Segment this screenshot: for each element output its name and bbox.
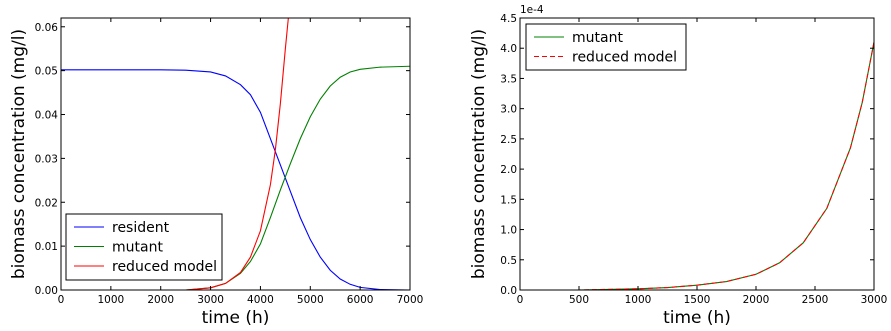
right-xtick-label: 0 <box>517 294 524 306</box>
left-x-axis-label: time (h) <box>202 308 270 328</box>
left-ytick-label: 0.06 <box>35 22 59 34</box>
left-xtick-label: 0 <box>58 294 65 306</box>
right-xtick-label: 1500 <box>684 294 711 306</box>
right-ytick-label: 0.5 <box>500 255 517 267</box>
left-ytick-label: 0.04 <box>35 110 59 122</box>
left-y-axis-label: biomass concentration (mg/l) <box>9 29 29 279</box>
right-ytick-label: 4.5 <box>500 13 517 25</box>
left-xtick-label: 5000 <box>297 294 324 306</box>
right-x-axis-label: time (h) <box>663 308 731 328</box>
left-legend: resident mutant reduced model <box>65 213 223 281</box>
left-ytick-label: 0.00 <box>35 285 58 297</box>
left-legend-label: reduced model <box>112 259 217 275</box>
right-xtick-label: 500 <box>569 294 589 306</box>
right-y-scale-label: 1e-4 <box>520 4 544 16</box>
right-y-axis-label: biomass concentration (mg/l) <box>469 29 489 279</box>
right-chart: 0 500 1000 1500 2000 2500 3000 0.0 0.5 1.0 1.5 2.0 2… <box>469 4 887 328</box>
left-xtick-label: 2000 <box>147 294 174 306</box>
right-legend-box <box>525 23 687 71</box>
left-ytick-label: 0.01 <box>35 241 58 253</box>
left-ytick-label: 0.05 <box>35 66 58 78</box>
left-xtick-label: 4000 <box>247 294 274 306</box>
right-legend-label: reduced model <box>572 50 677 66</box>
left-xtick-label: 7000 <box>397 294 424 306</box>
left-legend-label: resident <box>112 220 170 236</box>
right-ytick-label: 4.0 <box>500 43 517 55</box>
right-xtick-label: 2500 <box>802 294 829 306</box>
left-plot-frame <box>60 17 411 291</box>
right-ytick-label: 2.0 <box>500 164 517 176</box>
right-legend: mutant reduced model <box>525 23 687 71</box>
right-series-reduced-model <box>520 42 874 290</box>
right-ytick-label: 0.0 <box>500 285 517 297</box>
right-xtick-label: 3000 <box>861 294 888 306</box>
right-xtick-label: 2000 <box>743 294 770 306</box>
left-xtick-label: 6000 <box>347 294 374 306</box>
left-legend-label: mutant <box>112 240 163 256</box>
right-ytick-label: 3.0 <box>500 104 517 116</box>
left-ytick-label: 0.03 <box>35 153 58 165</box>
left-ytick-label: 0.02 <box>35 197 58 209</box>
left-series-reduced-model <box>61 18 289 290</box>
right-xtick-label: 1000 <box>625 294 652 306</box>
left-series-resident <box>61 69 410 290</box>
right-ytick-label: 2.5 <box>500 134 517 146</box>
left-xtick-label: 3000 <box>197 294 224 306</box>
right-legend-label: mutant <box>572 30 623 46</box>
left-series-group <box>61 18 410 290</box>
right-series-group <box>520 42 874 290</box>
right-series-mutant <box>520 42 874 290</box>
right-ytick-label: 3.5 <box>500 73 517 85</box>
right-ytick-label: 1.0 <box>500 225 517 237</box>
left-xtick-label: 1000 <box>97 294 124 306</box>
left-chart: 0 1000 2000 3000 4000 5000 6000 7000 0.00 0.01 0.0… <box>9 17 424 328</box>
right-ytick-label: 1.5 <box>500 194 517 206</box>
